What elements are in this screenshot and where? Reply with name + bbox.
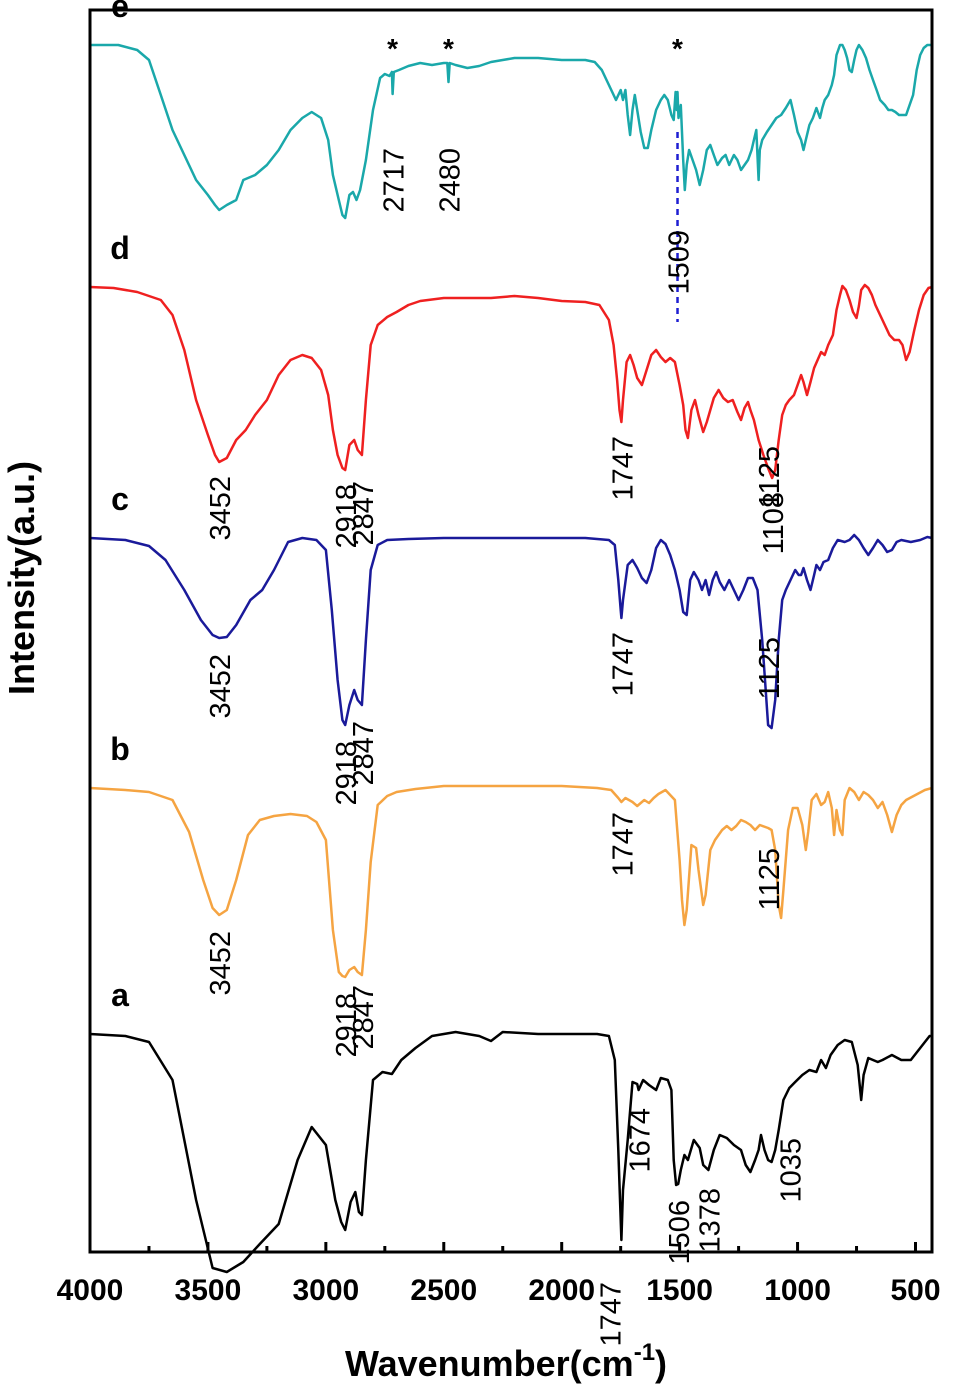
axes: [88, 8, 934, 1254]
y-axis-title: Intensity(a.u.): [1, 461, 42, 695]
series-line-c: [88, 533, 934, 730]
x-axis-title-superscript: -1: [634, 1339, 655, 1366]
series-line-b: [88, 784, 934, 979]
x-tick-label: 2000: [528, 1274, 595, 1307]
x-axis-title: Wavenumber(cm-1): [345, 1339, 667, 1384]
peak-label-c-1747: 1747: [607, 632, 639, 697]
series-layer: [88, 43, 934, 1274]
peak-label-c-1125: 1125: [754, 637, 786, 699]
x-tick-label: 1000: [764, 1274, 831, 1307]
peak-label-b-2847: 2847: [348, 985, 380, 1050]
impurity-marker: *: [443, 33, 454, 64]
peak-label-a-1378: 1378: [694, 1188, 726, 1253]
peak-label-c-2918: 2918: [331, 741, 363, 806]
plot-frame: [88, 8, 934, 1254]
peak-label-e-2717: 2717: [379, 148, 411, 213]
curve-label-b: b: [110, 731, 130, 767]
peak-label-d-1108: 1108: [758, 492, 790, 554]
peak-label-b-1747: 1747: [607, 812, 639, 877]
peak-label-a-1747: 1747: [595, 1282, 627, 1347]
peak-label-d-1125: 1125: [754, 446, 786, 508]
peak-label-e-2480: 2480: [435, 148, 467, 213]
x-tick-label: 4000: [57, 1274, 124, 1307]
x-ticks: 4000 3500 3000 2500 2000 1500 1000 500: [57, 1242, 941, 1307]
peak-label-b-2918: 2918: [331, 993, 363, 1058]
curve-label-e: e: [111, 0, 129, 24]
peak-label-a-1674: 1674: [625, 1108, 657, 1173]
x-tick-label: 500: [890, 1274, 940, 1307]
series-line-e: [88, 43, 934, 220]
series-line-d: [88, 283, 934, 480]
curve-label-c: c: [111, 481, 129, 517]
impurity-marker: *: [387, 33, 398, 64]
curve-label-d: d: [110, 230, 130, 266]
peak-label-d-2847: 2847: [348, 481, 380, 546]
annotation-layer: 1747167415061378103534522918284717471125…: [110, 0, 807, 1347]
peak-label-e-1509: 1509: [664, 230, 696, 295]
x-tick-label: 3000: [292, 1274, 359, 1307]
peak-label-c-3452: 3452: [205, 654, 237, 719]
peak-label-d-3452: 3452: [205, 476, 237, 541]
series-line-a: [88, 1030, 934, 1274]
peak-label-a-1506: 1506: [664, 1200, 696, 1265]
peak-label-b-3452: 3452: [205, 931, 237, 996]
peak-label-c-2847: 2847: [348, 721, 380, 786]
peak-label-b-1125: 1125: [754, 848, 786, 910]
x-tick-label: 2500: [410, 1274, 477, 1307]
peak-label-d-1747: 1747: [607, 436, 639, 501]
curve-label-a: a: [111, 977, 129, 1013]
impurity-marker: *: [672, 33, 683, 64]
peak-label-a-1035: 1035: [775, 1138, 807, 1203]
x-axis-title-end: ): [655, 1343, 667, 1384]
x-axis-title-main: Wavenumber(cm: [345, 1343, 634, 1384]
x-tick-label: 3500: [175, 1274, 242, 1307]
x-tick-label: 1500: [646, 1274, 713, 1307]
peak-label-d-2918: 2918: [331, 484, 363, 549]
